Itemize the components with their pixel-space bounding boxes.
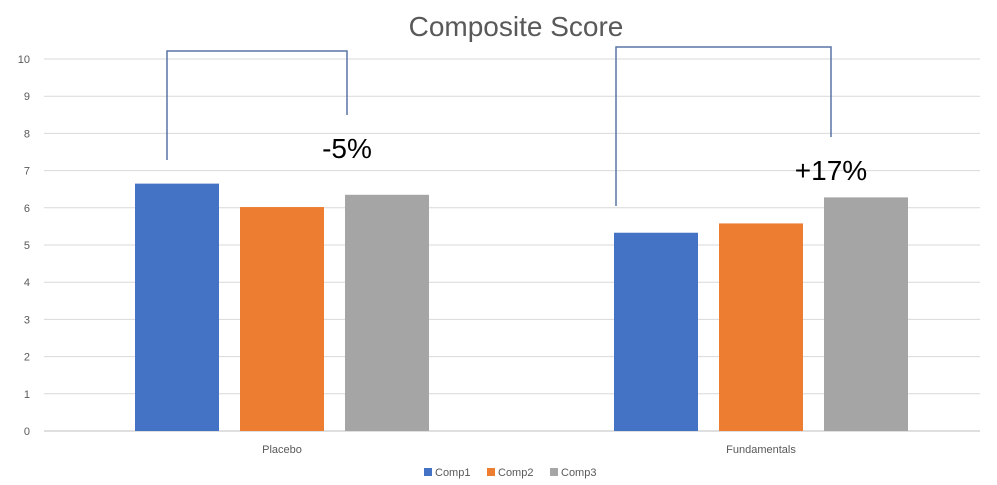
x-category-label: Placebo xyxy=(262,444,302,456)
y-axis-tick-labels: 0 1 2 3 4 5 6 7 8 9 10 xyxy=(18,54,30,438)
legend-label: Comp3 xyxy=(561,467,596,479)
x-axis-category-labels: Placebo Fundamentals xyxy=(262,444,796,456)
bar-comp2-placebo xyxy=(240,207,324,431)
comparison-bracket xyxy=(166,50,348,160)
bars xyxy=(135,183,908,431)
bar-comp3-placebo xyxy=(345,194,429,431)
chart-title: Composite Score xyxy=(409,11,624,42)
x-category-label: Fundamentals xyxy=(726,444,796,456)
legend-label: Comp2 xyxy=(498,467,533,479)
comparison-bracket xyxy=(615,46,832,206)
annotations: -5% +17% xyxy=(166,46,867,206)
y-tick-label: 5 xyxy=(24,240,30,252)
y-tick-label: 6 xyxy=(24,203,30,215)
legend-swatch-comp2 xyxy=(487,468,495,476)
y-tick-label: 8 xyxy=(24,128,30,140)
y-tick-label: 2 xyxy=(24,352,30,364)
y-tick-label: 4 xyxy=(24,277,30,289)
percent-change-label: -5% xyxy=(322,133,372,164)
legend-swatch-comp1 xyxy=(424,468,432,476)
y-tick-label: 3 xyxy=(24,314,30,326)
y-tick-label: 0 xyxy=(24,426,30,438)
bar-comp3-fundamentals xyxy=(824,197,908,431)
legend: Comp1 Comp2 Comp3 xyxy=(424,467,596,479)
bar-comp2-fundamentals xyxy=(719,223,803,431)
legend-swatch-comp3 xyxy=(550,468,558,476)
bar-comp1-placebo xyxy=(135,183,219,431)
y-tick-label: 9 xyxy=(24,91,30,103)
y-tick-label: 1 xyxy=(24,389,30,401)
bar-comp1-fundamentals xyxy=(614,232,698,431)
percent-change-label: +17% xyxy=(795,155,867,186)
y-tick-label: 7 xyxy=(24,166,30,178)
y-tick-label: 10 xyxy=(18,54,30,66)
legend-label: Comp1 xyxy=(435,467,470,479)
